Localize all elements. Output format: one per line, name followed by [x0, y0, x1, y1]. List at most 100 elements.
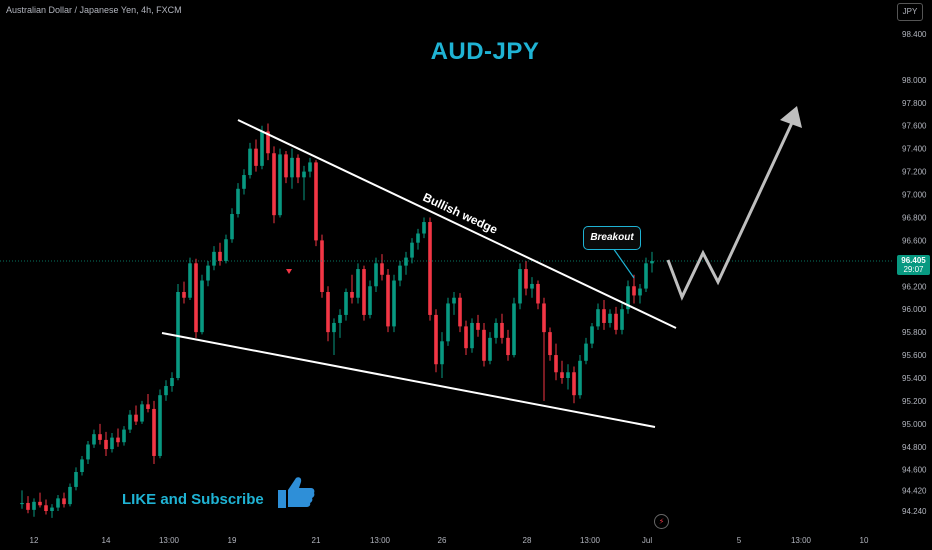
candle-body[interactable]: [356, 269, 360, 298]
candle-body[interactable]: [320, 240, 324, 292]
candle-body[interactable]: [278, 154, 282, 216]
candle-body[interactable]: [542, 303, 546, 333]
candle-body[interactable]: [338, 314, 342, 323]
candle-body[interactable]: [572, 372, 576, 396]
candle-body[interactable]: [134, 414, 138, 422]
time-axis[interactable]: 12 14 13:00 19 21 13:00 26 28 13:00 Jul 5 13:00 10: [30, 536, 869, 545]
candle-body[interactable]: [608, 313, 612, 323]
candle-body[interactable]: [650, 261, 654, 264]
candle-body[interactable]: [446, 303, 450, 342]
candle-body[interactable]: [314, 162, 318, 241]
candle-body[interactable]: [86, 444, 90, 460]
candle-body[interactable]: [452, 297, 456, 304]
candle-body[interactable]: [566, 372, 570, 378]
candle-body[interactable]: [434, 314, 438, 365]
candle-body[interactable]: [476, 322, 480, 330]
candle-body[interactable]: [20, 502, 24, 505]
candle-body[interactable]: [506, 337, 510, 356]
candle-body[interactable]: [554, 355, 558, 373]
candle-body[interactable]: [578, 360, 582, 396]
candle-body[interactable]: [632, 286, 636, 296]
candle-body[interactable]: [194, 263, 198, 333]
candle-body[interactable]: [254, 148, 258, 166]
currency-button[interactable]: JPY: [897, 3, 923, 21]
candle-body[interactable]: [350, 291, 354, 298]
symbol-label[interactable]: Australian Dollar / Japanese Yen, 4h, FX…: [6, 5, 182, 15]
candle-body[interactable]: [146, 404, 150, 409]
candle-body[interactable]: [404, 257, 408, 266]
candle-body[interactable]: [380, 263, 384, 275]
candle-body[interactable]: [392, 280, 396, 327]
candle-body[interactable]: [596, 309, 600, 327]
candle-body[interactable]: [284, 154, 288, 178]
candle-body[interactable]: [584, 343, 588, 361]
candle-body[interactable]: [92, 434, 96, 445]
candle-body[interactable]: [242, 175, 246, 189]
lightning-icon[interactable]: ⚡: [654, 514, 669, 529]
candle-body[interactable]: [272, 153, 276, 216]
candle-body[interactable]: [302, 171, 306, 178]
candle-body[interactable]: [488, 337, 492, 361]
candle-body[interactable]: [548, 332, 552, 356]
candle-body[interactable]: [518, 269, 522, 304]
candle-body[interactable]: [638, 288, 642, 296]
candle-body[interactable]: [362, 269, 366, 315]
candle-body[interactable]: [296, 157, 300, 178]
candle-body[interactable]: [26, 502, 30, 510]
candle-body[interactable]: [44, 505, 48, 511]
candle-body[interactable]: [158, 395, 162, 456]
candle-body[interactable]: [494, 322, 498, 338]
candle-body[interactable]: [374, 263, 378, 287]
candle-body[interactable]: [182, 291, 186, 298]
candle-body[interactable]: [308, 162, 312, 172]
candle-body[interactable]: [200, 280, 204, 333]
candle-body[interactable]: [464, 326, 468, 349]
candle-body[interactable]: [32, 501, 36, 510]
candle-body[interactable]: [530, 283, 534, 289]
candle-body[interactable]: [110, 437, 114, 450]
candle-body[interactable]: [416, 233, 420, 243]
candle-body[interactable]: [590, 326, 594, 344]
candle-body[interactable]: [500, 322, 504, 338]
candle-body[interactable]: [344, 291, 348, 315]
candle-body[interactable]: [188, 263, 192, 298]
candle-body[interactable]: [170, 377, 174, 387]
candle-body[interactable]: [176, 291, 180, 378]
candle-body[interactable]: [80, 459, 84, 473]
candle-body[interactable]: [536, 283, 540, 304]
candle-body[interactable]: [212, 251, 216, 266]
candle-body[interactable]: [38, 501, 42, 506]
candle-body[interactable]: [98, 434, 102, 440]
candle-body[interactable]: [524, 269, 528, 289]
candle-body[interactable]: [164, 386, 168, 396]
candle-body[interactable]: [470, 322, 474, 349]
candle-body[interactable]: [68, 486, 72, 505]
candle-body[interactable]: [206, 265, 210, 281]
candle-body[interactable]: [266, 131, 270, 154]
candle-body[interactable]: [122, 429, 126, 443]
candle-body[interactable]: [602, 309, 606, 323]
candle-body[interactable]: [50, 507, 54, 511]
candle-body[interactable]: [290, 157, 294, 178]
candle-body[interactable]: [326, 291, 330, 333]
candle-body[interactable]: [458, 297, 462, 327]
candle-body[interactable]: [56, 498, 60, 508]
candle-body[interactable]: [74, 472, 78, 487]
candle-body[interactable]: [152, 408, 156, 456]
candle-body[interactable]: [236, 188, 240, 215]
candle-body[interactable]: [398, 265, 402, 281]
candle-body[interactable]: [614, 313, 618, 330]
candle-body[interactable]: [368, 286, 372, 315]
candle-body[interactable]: [230, 214, 234, 240]
candle-body[interactable]: [644, 263, 648, 289]
candle-body[interactable]: [260, 131, 264, 166]
candle-body[interactable]: [218, 251, 222, 262]
candle-body[interactable]: [428, 222, 432, 315]
candle-body[interactable]: [332, 322, 336, 333]
candle-body[interactable]: [104, 439, 108, 450]
price-axis[interactable]: 98.400 98.000 97.800 97.600 97.400 97.200 97.0…: [902, 30, 927, 516]
candle-body[interactable]: [440, 341, 444, 365]
lower-wedge-line[interactable]: [161, 332, 656, 428]
candle-body[interactable]: [620, 309, 624, 330]
